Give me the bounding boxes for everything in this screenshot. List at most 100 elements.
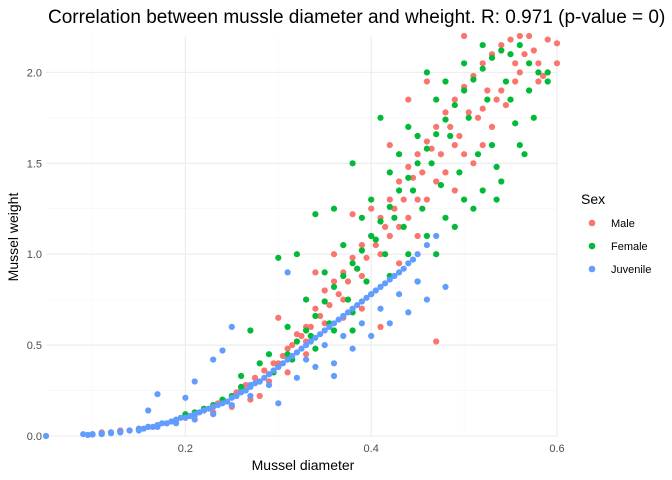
point-female xyxy=(293,338,300,345)
point-male xyxy=(451,96,458,103)
point-male xyxy=(423,78,430,85)
point-male xyxy=(461,32,468,40)
point-juvenile xyxy=(433,232,440,240)
point-male xyxy=(409,174,417,181)
point-male xyxy=(396,223,403,230)
point-female xyxy=(419,205,426,212)
point-juvenile xyxy=(261,374,268,381)
point-juvenile xyxy=(326,323,333,330)
point-female xyxy=(275,254,282,261)
point-male xyxy=(330,251,338,258)
point-juvenile xyxy=(154,423,161,430)
point-juvenile xyxy=(340,332,347,340)
point-female xyxy=(238,383,245,390)
point-female xyxy=(470,76,477,83)
point-male xyxy=(396,260,403,267)
y-tick-label: 1.5 xyxy=(27,158,42,170)
point-male xyxy=(512,60,519,67)
point-male xyxy=(479,105,486,112)
point-female xyxy=(265,351,273,358)
point-female xyxy=(312,312,319,320)
point-juvenile xyxy=(289,352,296,360)
point-male xyxy=(358,272,365,280)
point-female xyxy=(516,42,523,49)
point-juvenile xyxy=(386,320,393,327)
point-juvenile xyxy=(168,418,175,425)
point-female xyxy=(363,278,370,285)
point-female xyxy=(330,283,338,290)
point-female xyxy=(437,182,444,189)
point-juvenile xyxy=(219,347,226,354)
point-female xyxy=(526,87,533,94)
point-male xyxy=(474,114,482,121)
point-juvenile xyxy=(117,429,124,436)
point-female xyxy=(386,203,393,210)
point-female xyxy=(516,142,523,149)
point-male xyxy=(396,178,403,185)
plot-grid xyxy=(46,36,558,437)
point-male xyxy=(312,305,319,312)
point-female xyxy=(530,114,537,121)
point-male xyxy=(521,51,528,58)
point-female xyxy=(405,174,412,181)
point-male xyxy=(428,145,435,152)
legend-label-female: Female xyxy=(611,241,648,253)
point-juvenile xyxy=(358,320,365,327)
point-juvenile xyxy=(405,260,412,267)
point-female xyxy=(358,214,365,221)
point-female xyxy=(451,102,458,109)
point-male xyxy=(386,142,393,149)
point-male xyxy=(400,196,407,203)
legend-label-male: Male xyxy=(611,218,635,230)
point-juvenile xyxy=(363,294,370,301)
point-female xyxy=(521,151,528,158)
point-male xyxy=(279,352,286,360)
point-juvenile xyxy=(303,342,310,349)
point-juvenile xyxy=(149,423,156,430)
point-juvenile xyxy=(293,349,300,356)
y-tick-label: 2.0 xyxy=(27,67,42,79)
point-male xyxy=(470,160,477,167)
point-female xyxy=(349,327,356,334)
point-male xyxy=(498,87,505,94)
point-juvenile xyxy=(414,278,421,285)
point-female xyxy=(312,345,319,352)
point-juvenile xyxy=(210,356,217,363)
point-male xyxy=(405,96,412,103)
point-male xyxy=(251,374,259,381)
point-juvenile xyxy=(238,389,245,396)
point-juvenile xyxy=(382,280,389,287)
point-male xyxy=(349,211,356,218)
point-male xyxy=(330,278,338,285)
point-female xyxy=(368,232,375,240)
point-juvenile xyxy=(228,394,235,401)
point-juvenile xyxy=(298,345,305,352)
point-female xyxy=(461,60,468,67)
point-female xyxy=(507,96,514,103)
point-male xyxy=(498,42,505,49)
point-male xyxy=(419,169,426,176)
point-female xyxy=(238,372,245,380)
point-female xyxy=(498,47,505,54)
point-juvenile xyxy=(173,420,180,427)
point-male xyxy=(461,151,468,158)
point-juvenile xyxy=(279,360,286,367)
point-female xyxy=(354,265,361,272)
point-male xyxy=(447,123,454,130)
point-female xyxy=(321,269,328,276)
point-female xyxy=(498,178,505,185)
point-male xyxy=(526,32,533,40)
point-female xyxy=(349,260,356,267)
point-juvenile xyxy=(251,380,259,387)
point-male xyxy=(456,132,463,140)
point-juvenile xyxy=(210,411,217,418)
point-juvenile xyxy=(423,242,430,249)
point-female xyxy=(396,187,403,194)
point-juvenile xyxy=(214,402,221,409)
point-male xyxy=(535,78,542,85)
y-axis-ticks: 0.0 0.5 1.0 1.5 2.0 xyxy=(27,67,42,443)
point-female xyxy=(391,214,398,221)
point-female xyxy=(484,96,491,103)
point-juvenile xyxy=(312,363,319,370)
point-female xyxy=(493,196,500,203)
